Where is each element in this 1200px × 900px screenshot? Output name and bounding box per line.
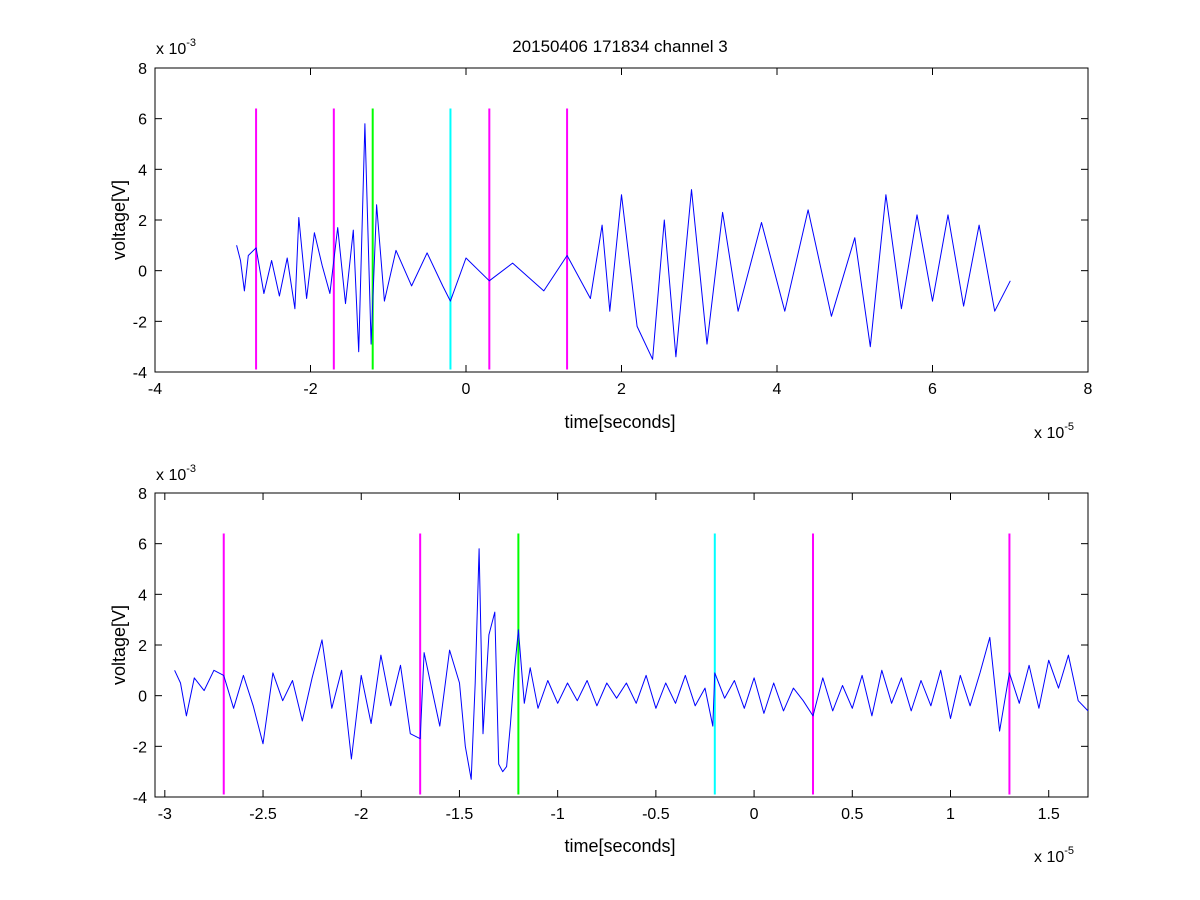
top-y-tick-label: -2 [133, 314, 147, 331]
bottom-y-tick-label: 0 [138, 689, 147, 706]
top-voltage-series-line [236, 123, 1011, 360]
bottom-x-tick-label: -1 [551, 806, 565, 823]
bottom-y-tick-label: -4 [133, 790, 147, 807]
bottom-x-tick-label: -2 [354, 806, 368, 823]
bottom-y-tick-label: 8 [138, 486, 147, 503]
top-x-tick-label: 2 [617, 381, 626, 398]
bottom-x-tick-label: -2.5 [249, 806, 277, 823]
bottom-x-exponent-label: x 10-5 [1034, 845, 1074, 866]
bottom-marker-lines [222, 533, 1011, 795]
top-y-tick-label: 0 [138, 264, 147, 281]
top-y-axis-label: voltage[V] [109, 180, 129, 260]
top-y-tick-label: 4 [138, 162, 147, 179]
top-x-axis-label: time[seconds] [564, 412, 675, 432]
bottom-voltage-series-line [174, 548, 1089, 780]
bottom-x-tick-label: -3 [158, 806, 172, 823]
bottom-axes: -3 -2.5 -2 -1.5 -1 -0.5 0 0.5 1 1.5 -4 -2 0 2 4 6 8 tim… [109, 463, 1089, 866]
top-y-tick-label: 6 [138, 112, 147, 129]
bottom-y-exponent-label: x 10-3 [156, 463, 196, 484]
bottom-y-axis-label: voltage[V] [109, 605, 129, 685]
bottom-series-group [174, 548, 1089, 780]
bottom-y-tick-label: 2 [138, 638, 147, 655]
top-x-tick-label: -4 [148, 381, 162, 398]
bottom-y-exponent-base: x 10 [156, 467, 186, 484]
bottom-y-tick-label: -2 [133, 739, 147, 756]
top-y-tick-label: -4 [133, 365, 147, 382]
bottom-x-tick-label: -0.5 [642, 806, 670, 823]
bottom-x-ticks: -3 -2.5 -2 -1.5 -1 -0.5 0 0.5 1 1.5 [158, 493, 1060, 823]
top-x-exponent-base: x 10 [1034, 425, 1064, 442]
top-x-exponent-label: x 10-5 [1034, 421, 1074, 442]
top-x-exponent-power: -5 [1064, 421, 1074, 433]
top-axes: -4 -2 0 2 4 6 8 -4 -2 0 2 4 6 8 time[seconds] voltag… [109, 37, 1093, 442]
top-y-exponent-label: x 10-3 [156, 37, 196, 58]
bottom-x-tick-label: 0.5 [841, 806, 863, 823]
top-y-tick-label: 2 [138, 213, 147, 230]
top-x-ticks: -4 -2 0 2 4 6 8 [148, 68, 1093, 398]
top-x-tick-label: 0 [462, 381, 471, 398]
bottom-x-exponent-power: -5 [1064, 845, 1074, 857]
bottom-x-tick-label: 0 [750, 806, 759, 823]
top-series-group [236, 123, 1011, 360]
top-x-tick-label: 6 [928, 381, 937, 398]
top-y-exponent-power: -3 [186, 37, 196, 49]
bottom-x-tick-label: -1.5 [446, 806, 474, 823]
top-y-exponent-base: x 10 [156, 41, 186, 58]
bottom-y-exponent-power: -3 [186, 463, 196, 475]
bottom-y-tick-label: 4 [138, 587, 147, 604]
top-y-tick-label: 8 [138, 61, 147, 78]
top-y-ticks: -4 -2 0 2 4 6 8 [133, 61, 1088, 382]
top-x-tick-label: 4 [773, 381, 782, 398]
bottom-y-tick-label: 6 [138, 537, 147, 554]
top-marker-lines [255, 108, 569, 370]
bottom-x-exponent-base: x 10 [1034, 849, 1064, 866]
bottom-x-tick-label: 1.5 [1038, 806, 1060, 823]
chart-title: 20150406 171834 channel 3 [512, 37, 728, 56]
bottom-x-axis-label: time[seconds] [564, 836, 675, 856]
bottom-y-ticks: -4 -2 0 2 4 6 8 [133, 486, 1088, 807]
bottom-x-tick-label: 1 [946, 806, 955, 823]
top-x-tick-label: 8 [1084, 381, 1093, 398]
top-x-tick-label: -2 [303, 381, 317, 398]
